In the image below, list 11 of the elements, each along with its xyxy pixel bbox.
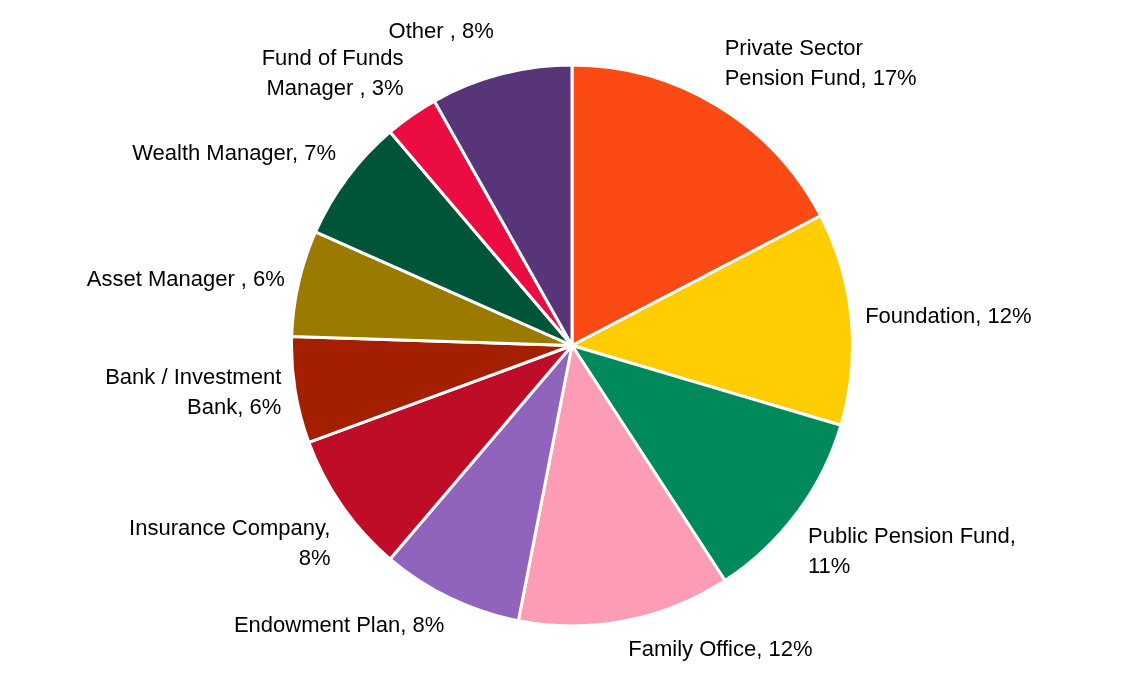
slice-label: Public Pension Fund, 11% <box>808 522 1016 578</box>
slice-label: Asset Manager , 6% <box>86 266 285 292</box>
slice-label: Bank / Investment Bank, 6% <box>105 363 282 419</box>
slice-label: Endowment Plan, 8% <box>233 611 445 637</box>
slice-label: Other , 8% <box>388 18 494 44</box>
slice-label: Family Office, 12% <box>628 635 813 661</box>
slice-label: Insurance Company, 8% <box>129 515 331 571</box>
slice-label: Private Sector Pension Fund, 17% <box>724 34 917 90</box>
slice-label: Foundation, 12% <box>865 303 1032 329</box>
slice-label: Wealth Manager, 7% <box>132 140 336 166</box>
slice-label: Fund of Funds Manager , 3% <box>261 45 404 101</box>
